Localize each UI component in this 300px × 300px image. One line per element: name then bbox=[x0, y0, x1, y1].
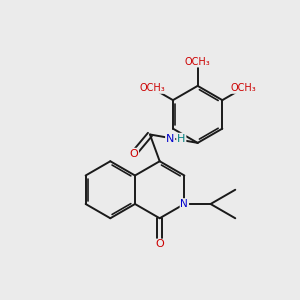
Text: N: N bbox=[166, 134, 174, 144]
Text: O: O bbox=[155, 239, 164, 250]
Text: H: H bbox=[177, 134, 185, 144]
Text: O: O bbox=[129, 149, 138, 159]
Text: OCH₃: OCH₃ bbox=[185, 57, 211, 67]
Text: N: N bbox=[181, 199, 188, 209]
Text: OCH₃: OCH₃ bbox=[139, 83, 165, 93]
Text: OCH₃: OCH₃ bbox=[230, 83, 256, 93]
